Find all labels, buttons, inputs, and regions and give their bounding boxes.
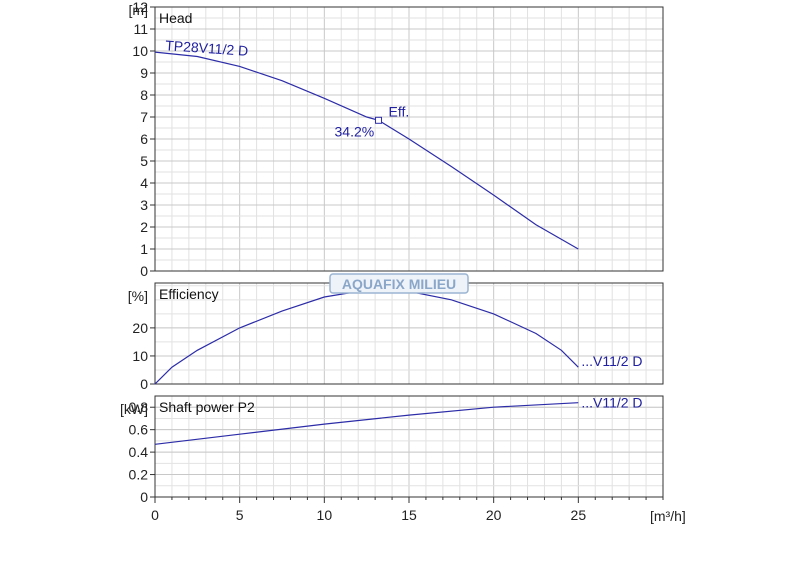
y-tick-label: 10 <box>132 348 148 364</box>
x-tick-label: 25 <box>571 507 587 523</box>
y-axis-unit: [%] <box>128 288 148 304</box>
series-line <box>154 51 579 250</box>
efficiency-label: Eff. <box>389 103 410 119</box>
y-tick-label: 12 <box>132 0 148 15</box>
x-tick-label: 0 <box>151 507 159 523</box>
y-tick-label: 4 <box>140 175 148 191</box>
series-label: ...V11/2 D <box>581 395 642 411</box>
y-tick-label: 9 <box>140 65 148 81</box>
x-tick-label: 10 <box>317 507 333 523</box>
series-label: ...V11/2 D <box>581 353 642 369</box>
y-tick-label: 1 <box>140 241 148 257</box>
shaft-power-panel: 0 0.2 0.4 0.6 0.8[kW] Shaft power P2 0 5 10 15 20 2… <box>120 395 686 524</box>
y-tick-label: 0.2 <box>129 467 149 483</box>
efficiency-marker <box>375 116 383 124</box>
y-tick-label: 11 <box>133 21 148 37</box>
y-tick-label: 20 <box>132 320 148 336</box>
y-axis-unit: [kW] <box>120 401 148 417</box>
series-line <box>154 402 579 445</box>
efficiency-panel: 0 10 20 [%] Efficiency ...V11/2 D <box>128 282 664 392</box>
y-tick-label: 0 <box>140 489 148 505</box>
efficiency-value: 34.2% <box>335 123 375 139</box>
y-tick-label: 2 <box>140 219 148 235</box>
x-axis-unit: [m³/h] <box>650 508 686 524</box>
x-tick-label: 5 <box>236 507 244 523</box>
y-tick-label: 0.4 <box>129 444 149 460</box>
y-tick-label: 10 <box>132 43 148 59</box>
x-tick-label: 20 <box>486 507 502 523</box>
series-label: TP28V11/2 D <box>165 37 249 59</box>
y-tick-label: 7 <box>140 109 148 125</box>
panel-title: Efficiency <box>159 286 219 302</box>
y-axis-unit: [m] <box>129 2 148 18</box>
y-tick-label: 8 <box>140 87 148 103</box>
watermark-badge: AQUAFIX MILIEU <box>329 273 469 294</box>
y-tick-label: 0.8 <box>129 399 149 415</box>
panel-title: Shaft power P2 <box>159 399 255 415</box>
y-tick-label: 6 <box>140 131 148 147</box>
y-tick-label: 3 <box>140 197 148 213</box>
watermark-text: AQUAFIX MILIEU <box>342 276 456 292</box>
x-tick-label: 15 <box>401 507 417 523</box>
panel-title: Head <box>159 10 192 26</box>
y-tick-label: 0 <box>140 263 148 279</box>
y-tick-label: 5 <box>140 153 148 169</box>
y-tick-label: 0.6 <box>129 422 149 438</box>
y-tick-label: 0 <box>140 376 148 392</box>
